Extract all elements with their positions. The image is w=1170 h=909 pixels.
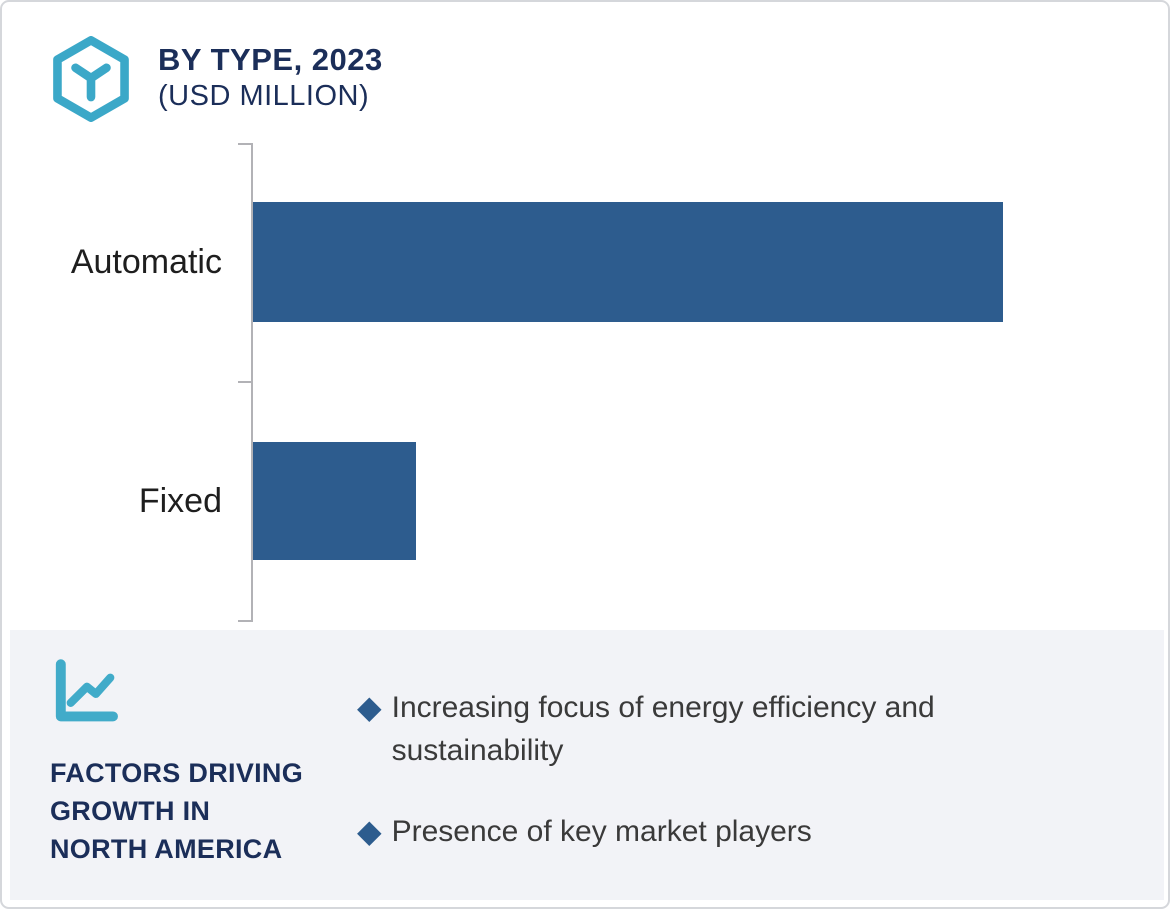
bar-chart: Automatic Fixed	[2, 2, 1168, 630]
diamond-bullet-icon: ◆	[357, 689, 382, 725]
bar-fixed	[253, 442, 416, 560]
bullet-text: Increasing focus of energy efficiency an…	[391, 691, 935, 767]
line-chart-icon	[55, 659, 118, 722]
factors-panel: FACTORS DRIVING GROWTH IN NORTH AMERICA …	[10, 630, 1164, 900]
factors-bullet-list: ◆ Increasing focus of energy efficiency …	[357, 686, 1047, 891]
chart-subtitle: (USD MILLION)	[158, 80, 370, 112]
axis-tick	[238, 381, 252, 383]
chart-title: BY TYPE, 2023	[158, 42, 383, 77]
bullet-text: Presence of key market players	[391, 815, 812, 848]
category-label-automatic: Automatic	[70, 242, 222, 281]
list-item: ◆ Increasing focus of energy efficiency …	[357, 686, 1047, 772]
factors-heading: FACTORS DRIVING GROWTH IN NORTH AMERICA	[50, 754, 303, 868]
factors-heading-line: FACTORS DRIVING	[50, 758, 304, 788]
axis-tick	[238, 143, 252, 145]
chart-header: BY TYPE, 2023 (USD MILLION)	[46, 36, 383, 122]
list-item: ◆ Presence of key market players	[357, 810, 1047, 853]
bar-automatic	[253, 202, 1003, 322]
hexagon-logo-icon	[53, 36, 129, 122]
category-label-fixed: Fixed	[138, 481, 222, 520]
factors-heading-line: NORTH AMERICA	[50, 834, 283, 864]
category-axis	[251, 143, 253, 622]
axis-tick	[238, 620, 252, 622]
title-block: BY TYPE, 2023 (USD MILLION)	[158, 36, 383, 114]
diamond-bullet-icon: ◆	[357, 813, 382, 849]
factors-heading-line: GROWTH IN	[50, 796, 211, 826]
